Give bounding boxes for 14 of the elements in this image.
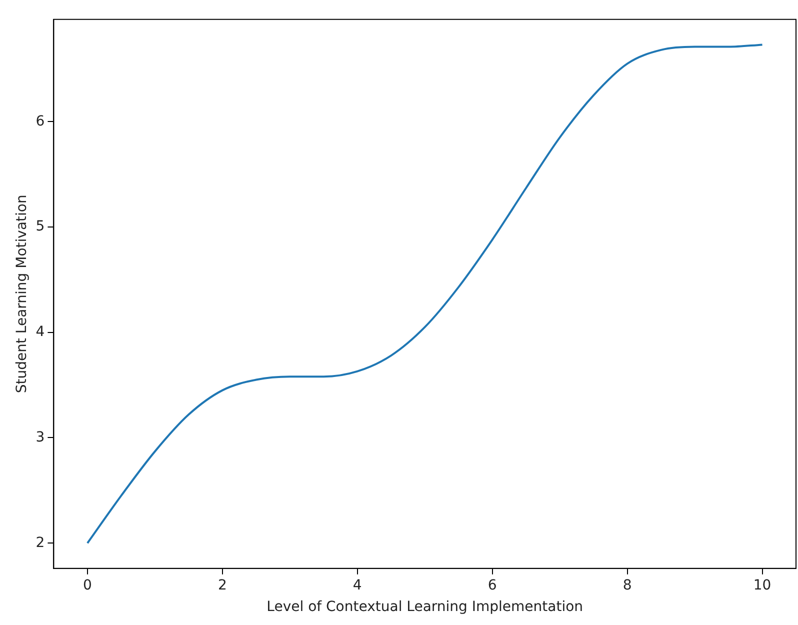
x-tick-label: 8 — [622, 577, 632, 594]
x-tick-label: 4 — [352, 577, 362, 594]
y-tick-label: 3 — [36, 429, 45, 446]
x-tick-label: 6 — [488, 577, 497, 594]
x-tick-label: 2 — [218, 577, 227, 594]
y-tick-label: 2 — [36, 534, 45, 551]
y-tick-label: 5 — [36, 218, 45, 235]
x-axis-title: Level of Contextual Learning Implementation — [266, 599, 584, 616]
y-tick-label: 4 — [36, 324, 45, 340]
y-axis-title: Student Learning Motivation — [14, 194, 30, 394]
x-tick-label: 10 — [753, 577, 772, 594]
y-tick-label: 6 — [36, 113, 45, 130]
x-tick-label: 0 — [82, 577, 92, 594]
line-series — [86, 44, 764, 544]
